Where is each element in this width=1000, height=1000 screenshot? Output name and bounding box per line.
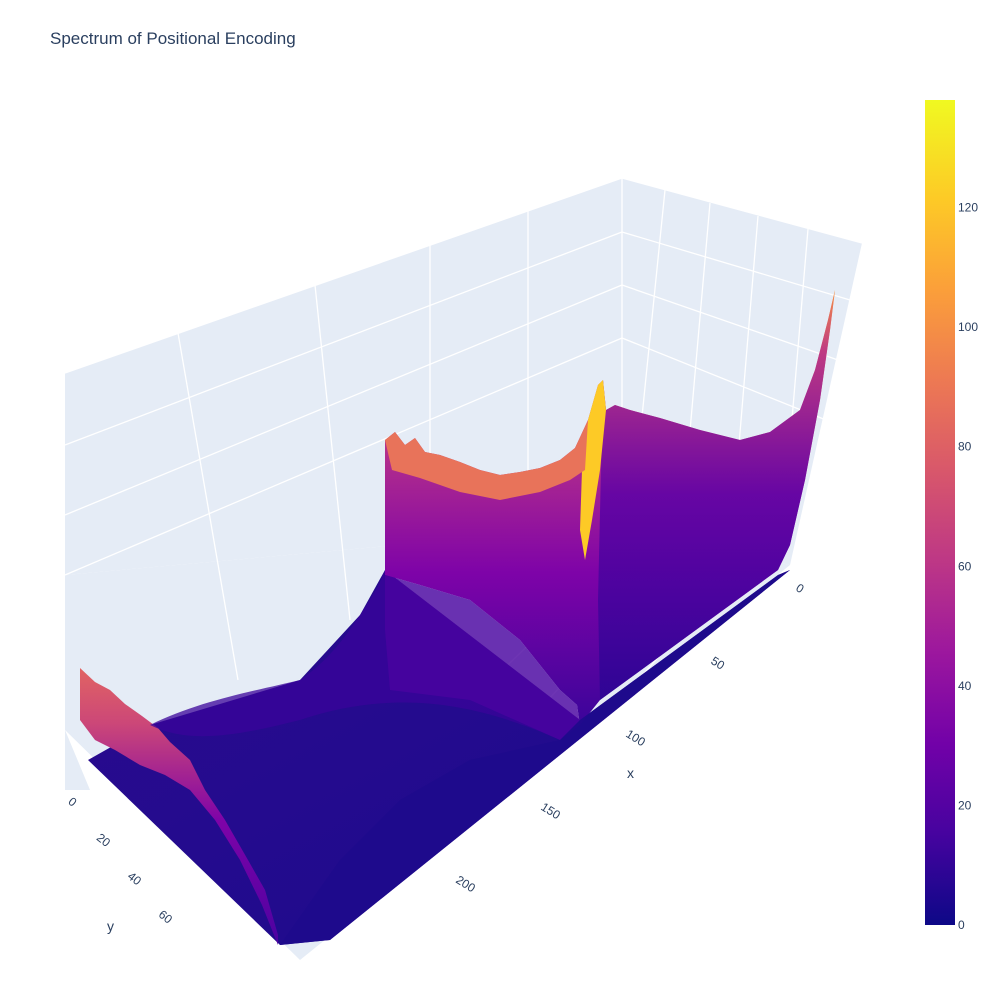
colorbar-gradient [925, 100, 955, 925]
colorbar-ticks: 0 20 40 60 80 100 120 [958, 201, 978, 932]
x-tick-label: 50 [708, 654, 727, 673]
y-tick-label: 40 [125, 869, 144, 888]
grid-line [64, 337, 623, 576]
grid-line [64, 231, 623, 446]
x-tick-label: 100 [623, 727, 648, 750]
grid-line [64, 284, 623, 516]
center-ridge-top [385, 420, 588, 500]
left-ridge [80, 668, 278, 945]
y-tick-label: 60 [156, 907, 175, 926]
y-tick-label: 20 [94, 831, 113, 850]
colorbar-tick-label: 120 [958, 201, 978, 215]
front-floor-band [280, 570, 790, 945]
grid-line [621, 177, 863, 244]
y-tick-label: 0 [66, 794, 80, 809]
colorbar-tick-label: 0 [958, 918, 965, 932]
x-tick-label: 150 [538, 800, 563, 823]
grid-line [621, 231, 851, 301]
x-tick-label: 200 [453, 873, 478, 896]
grid-line [177, 332, 239, 681]
surface-floor [88, 570, 790, 945]
grid-line [314, 284, 351, 621]
grid-line [64, 177, 623, 374]
center-wall-shade [385, 575, 580, 740]
chart-title: Spectrum of Positional Encoding [50, 29, 296, 48]
x-axis-label: x [627, 765, 634, 781]
colorbar-tick-label: 40 [958, 679, 972, 693]
surface [80, 290, 835, 945]
grid-line [621, 284, 839, 361]
grid-line [621, 337, 827, 421]
peak-highlight [580, 380, 606, 560]
colorbar-tick-label: 100 [958, 320, 978, 334]
right-back-wall [598, 290, 835, 700]
colorbar: 0 20 40 60 80 100 120 [925, 100, 978, 932]
y-axis-label: y [107, 918, 114, 934]
left-wall-plane [65, 575, 90, 790]
colorbar-tick-label: 80 [958, 440, 972, 454]
colorbar-tick-label: 60 [958, 559, 972, 573]
colorbar-tick-label: 20 [958, 798, 972, 812]
x-tick-label: 0 [793, 581, 806, 597]
